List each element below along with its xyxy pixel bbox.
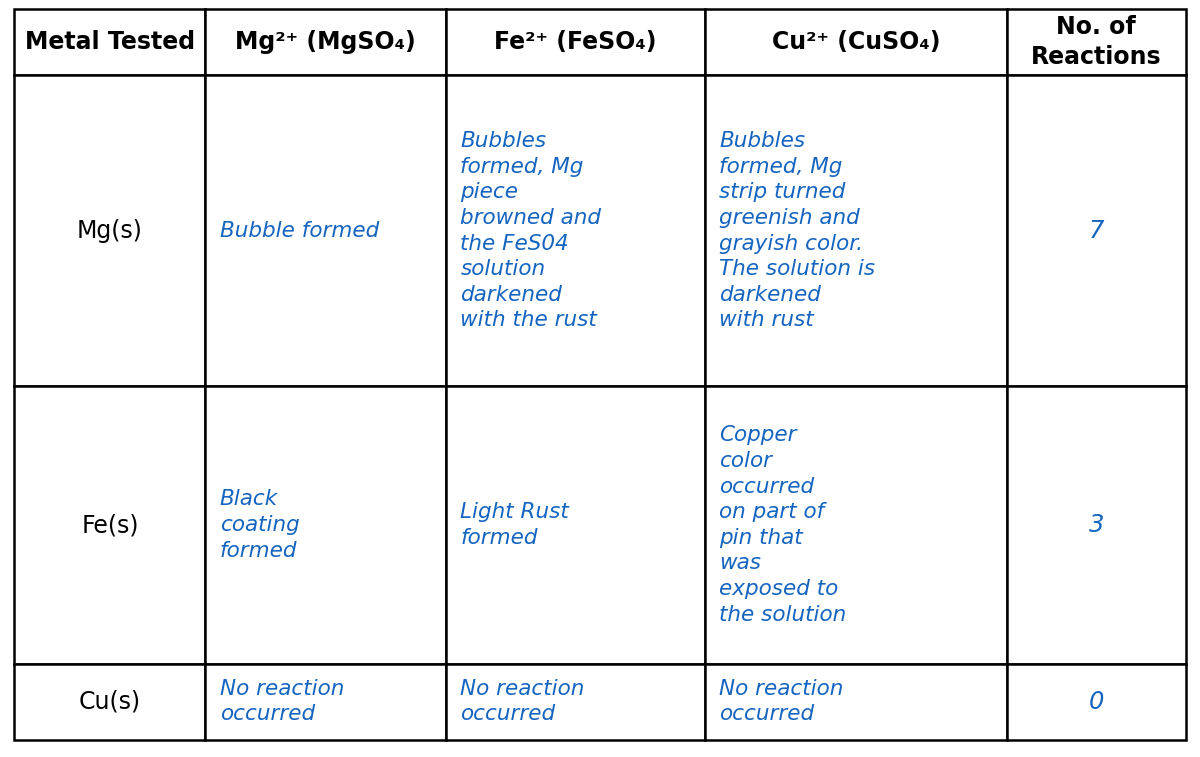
Bar — [14, 387, 205, 664]
Bar — [205, 387, 446, 664]
Text: Bubble formed: Bubble formed — [220, 221, 379, 241]
Bar — [1007, 387, 1186, 664]
Text: Bubbles
formed, Mg
piece
browned and
the FeS04
solution
darkened
with the rust: Bubbles formed, Mg piece browned and the… — [461, 131, 601, 330]
Bar — [1007, 75, 1186, 387]
Text: No. of
Reactions: No. of Reactions — [1031, 15, 1162, 70]
Text: 3: 3 — [1088, 513, 1104, 537]
Text: Black
coating
formed: Black coating formed — [220, 490, 300, 561]
Bar — [205, 664, 446, 740]
Bar — [205, 75, 446, 387]
Text: Light Rust
formed: Light Rust formed — [461, 503, 569, 548]
Bar — [446, 9, 704, 75]
Bar — [1007, 9, 1186, 75]
Bar — [205, 9, 446, 75]
Bar — [704, 9, 1007, 75]
Bar — [446, 75, 704, 387]
Bar — [446, 664, 704, 740]
Text: Cu(s): Cu(s) — [79, 690, 142, 714]
Bar — [14, 75, 205, 387]
Text: Fe²⁺ (FeSO₄): Fe²⁺ (FeSO₄) — [494, 30, 656, 54]
Bar — [704, 387, 1007, 664]
Text: Mg²⁺ (MgSO₄): Mg²⁺ (MgSO₄) — [235, 30, 416, 54]
Bar — [704, 664, 1007, 740]
Text: Bubbles
formed, Mg
strip turned
greenish and
grayish color.
The solution is
dark: Bubbles formed, Mg strip turned greenish… — [719, 131, 875, 330]
Bar — [704, 75, 1007, 387]
Bar — [446, 387, 704, 664]
Text: Copper
color
occurred
on part of
pin that
was
exposed to
the solution: Copper color occurred on part of pin tha… — [719, 425, 846, 625]
Text: Cu²⁺ (CuSO₄): Cu²⁺ (CuSO₄) — [772, 30, 940, 54]
Text: No reaction
occurred: No reaction occurred — [719, 679, 844, 724]
Text: No reaction
occurred: No reaction occurred — [220, 679, 344, 724]
Bar — [14, 9, 205, 75]
Text: Metal Tested: Metal Tested — [25, 30, 196, 54]
Text: Fe(s): Fe(s) — [82, 513, 139, 537]
Bar — [14, 664, 205, 740]
Text: 0: 0 — [1088, 690, 1104, 714]
Text: No reaction
occurred: No reaction occurred — [461, 679, 584, 724]
Bar — [1007, 664, 1186, 740]
Text: Mg(s): Mg(s) — [77, 219, 143, 243]
Text: 7: 7 — [1088, 219, 1104, 243]
